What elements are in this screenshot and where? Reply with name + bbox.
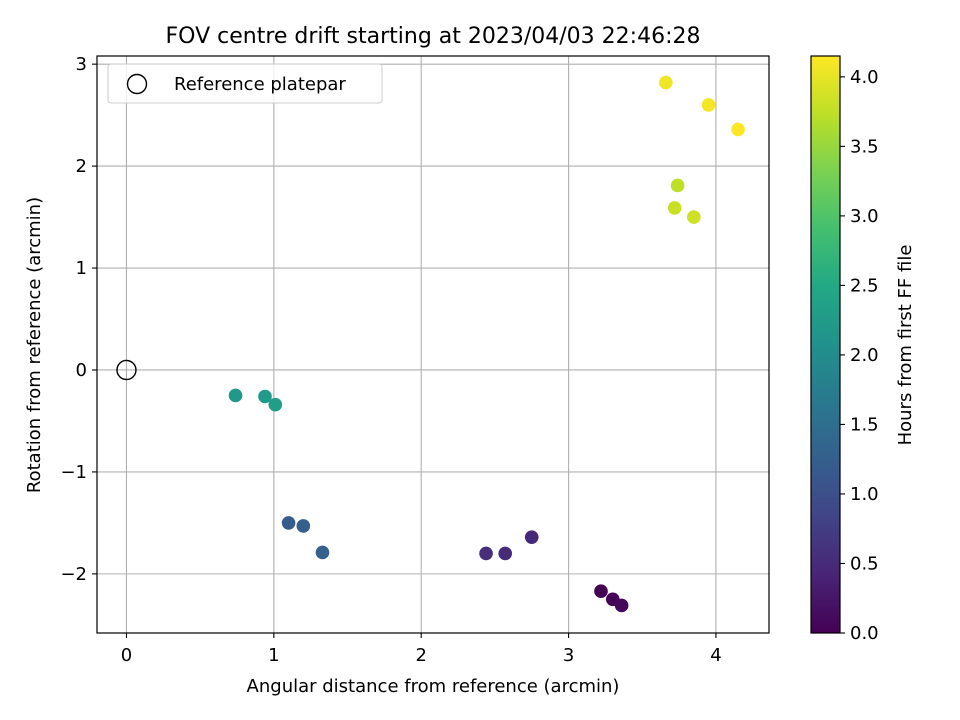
x-tick-label: 0 (121, 645, 132, 666)
legend-label-reference: Reference platepar (174, 74, 346, 95)
legend-marker-reference (126, 73, 148, 95)
data-point (687, 210, 701, 224)
chart-title: FOV centre drift starting at 2023/04/03 … (166, 24, 701, 49)
plot-area: 0 1 2 3 4 −2 −1 0 1 2 3 (60, 54, 770, 666)
x-tick-label: 4 (710, 645, 721, 666)
colorbar-ticks: 0.0 0.5 1.0 1.5 2.0 2.5 3.0 3.5 4.0 (840, 67, 879, 644)
data-point (498, 546, 513, 561)
x-tick-label: 2 (415, 645, 426, 666)
colorbar-tick-label: 1.5 (850, 414, 879, 435)
x-tick-label: 3 (563, 645, 574, 666)
data-point (701, 98, 716, 112)
y-axis: −2 −1 0 1 2 3 (60, 54, 97, 585)
legend-box (107, 63, 383, 104)
y-tick-label: 0 (76, 360, 87, 381)
reference-point-marker (116, 359, 137, 381)
x-axis: 0 1 2 3 4 (121, 633, 722, 666)
data-point (670, 178, 685, 193)
y-tick-label: 2 (76, 156, 87, 177)
colorbar-tick-label: 1.0 (850, 484, 879, 505)
grid (97, 56, 769, 633)
colorbar-tick-label: 0.0 (850, 623, 879, 644)
colorbar-tick-label: 0.5 (850, 553, 879, 574)
data-point (614, 598, 629, 613)
y-tick-label: 3 (76, 54, 87, 75)
colorbar-tick-label: 2.5 (850, 275, 879, 296)
x-axis-label: Angular distance from reference (arcmin) (247, 676, 620, 697)
data-point (268, 397, 283, 412)
plot-frame (96, 55, 770, 634)
colorbar-tick-label: 3.0 (850, 206, 879, 227)
data-point (258, 389, 272, 404)
colorbar-tick-label: 2.0 (850, 345, 879, 366)
x-tick-label: 1 (268, 645, 279, 666)
colorbar-label: Hours from first FF file (895, 245, 916, 446)
data-point (228, 388, 243, 403)
y-axis-label: Rotation from reference (arcmin) (24, 197, 45, 493)
colorbar-frame (810, 55, 841, 634)
colorbar-tick-label: 4.0 (850, 67, 879, 88)
reference-layer (116, 359, 137, 381)
data-point (479, 546, 493, 561)
colorbar: 0.0 0.5 1.0 1.5 2.0 2.5 3.0 3.5 4.0 Hours from f… (810, 55, 916, 644)
data-point (296, 519, 311, 533)
data-point (659, 75, 673, 90)
y-tick-label: 1 (76, 258, 87, 279)
data-point (315, 545, 330, 560)
data-point (281, 516, 296, 530)
data-point (667, 201, 682, 215)
y-tick-label: −2 (60, 564, 87, 585)
data-point (594, 584, 608, 599)
y-tick-label: −1 (60, 462, 87, 483)
colorbar-tick-label: 3.5 (850, 136, 879, 157)
data-points (228, 75, 745, 613)
colorbar-gradient (811, 56, 840, 633)
data-point (524, 530, 539, 544)
data-point (731, 122, 745, 137)
legend: Reference platepar (107, 63, 383, 104)
